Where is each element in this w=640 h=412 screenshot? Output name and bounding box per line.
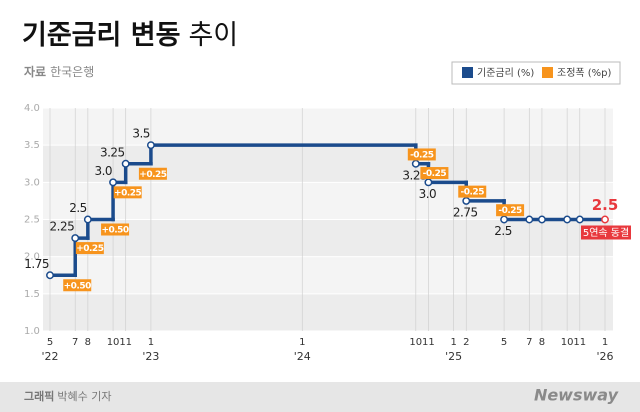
year-label: '22	[41, 350, 58, 363]
value-label: 2.5	[69, 201, 87, 215]
value-label: 2.25	[50, 220, 75, 234]
y-tick-label: 3.0	[24, 177, 40, 188]
adjustment-badge	[138, 167, 167, 180]
adjustment-badge	[496, 204, 525, 217]
point	[71, 234, 80, 243]
source: 자료 한국은행	[24, 64, 94, 79]
band	[43, 219, 613, 257]
annotation: 5연속 동결	[583, 227, 629, 239]
adjustment-badge	[407, 148, 436, 161]
point	[146, 141, 155, 150]
x-tick-label: 10	[409, 337, 422, 348]
point	[121, 159, 130, 168]
x-tick-label: 8	[85, 337, 91, 348]
title-suffix: 추이	[188, 20, 238, 51]
chart-title: 기준금리 변동 추이	[22, 20, 238, 51]
legend-label: 조정폭 (%p)	[557, 67, 612, 79]
credit-label: 그래픽	[24, 389, 54, 403]
y-tick-label: 2.0	[24, 252, 40, 263]
point	[575, 215, 584, 224]
annotation-badge	[581, 225, 631, 240]
point	[525, 215, 534, 224]
footer-bg	[0, 382, 640, 412]
value-label: 3.25	[100, 145, 125, 159]
point	[46, 271, 54, 280]
x-tick-label: 11	[119, 337, 132, 348]
x-tick-label: 8	[539, 337, 545, 348]
legend-label: 기준금리 (%)	[477, 67, 534, 79]
y-tick-label: 1.5	[24, 289, 40, 300]
x-tick-label: 7	[72, 337, 78, 348]
credit-name: 박혜수 기자	[57, 390, 111, 403]
x-tick-label: 2	[463, 337, 469, 348]
value-label: 3.0	[419, 187, 437, 201]
adjustment-label: +0.50	[64, 281, 91, 291]
point	[411, 159, 420, 168]
adjustment-label: -0.25	[461, 188, 485, 198]
point	[424, 178, 433, 187]
x-tick-label: 1	[602, 337, 608, 348]
band	[43, 256, 613, 294]
adjustment-badge	[101, 223, 130, 236]
adjustment-label: +0.50	[101, 226, 128, 236]
point	[462, 196, 471, 205]
adjustment-label: -0.25	[423, 169, 447, 179]
x-tick-label: 11	[573, 337, 586, 348]
x-tick-label: 5	[501, 337, 507, 348]
value-label: 2.75	[453, 205, 478, 219]
value-label: 3.0	[94, 164, 112, 178]
adjustment-label: +0.25	[76, 244, 103, 254]
x-tick-label: 10	[561, 337, 574, 348]
x-tick-label: 7	[526, 337, 532, 348]
brand: Newsway	[534, 386, 619, 405]
adjustment-badge	[420, 167, 449, 180]
adjustment-label: -0.25	[498, 206, 522, 216]
point	[601, 215, 609, 224]
legend-swatch	[462, 67, 473, 78]
legend-box	[451, 61, 621, 85]
year-label: '24	[294, 350, 311, 363]
x-tick-label: 10	[107, 337, 120, 348]
band	[43, 293, 613, 331]
adjustment-label: -0.25	[410, 150, 434, 160]
value-label: 3.5	[132, 127, 150, 141]
source-label: 자료	[24, 64, 46, 79]
y-tick-label: 1.0	[24, 326, 40, 337]
adjustment-label: +0.25	[114, 188, 141, 198]
year-label: '25	[445, 350, 462, 363]
x-tick-label: 1	[299, 337, 305, 348]
x-tick-label: 5	[47, 337, 53, 348]
point	[83, 215, 92, 224]
value-label-highlight: 2.5	[592, 196, 619, 214]
credit: 그래픽 박혜수 기자	[24, 389, 111, 403]
adjustment-label: +0.25	[139, 170, 166, 180]
point	[109, 178, 118, 187]
y-tick-label: 4.0	[24, 103, 40, 114]
adjustment-badge	[63, 279, 92, 292]
legend-swatch	[542, 67, 553, 78]
y-tick-label: 3.5	[24, 140, 40, 151]
year-label: '23	[142, 350, 159, 363]
y-tick-label: 2.5	[24, 215, 40, 226]
x-tick-label: 11	[422, 337, 435, 348]
title-main: 기준금리 변동	[22, 20, 180, 51]
year-label: '26	[596, 350, 613, 363]
band	[43, 108, 613, 146]
point	[500, 215, 509, 224]
source-text: 한국은행	[50, 64, 94, 79]
x-tick-label: 1	[450, 337, 456, 348]
point	[563, 215, 572, 224]
adjustment-badge	[75, 242, 104, 255]
adjustment-badge	[113, 186, 142, 199]
adjustment-badge	[458, 185, 487, 198]
x-tick-label: 1	[148, 337, 154, 348]
value-label: 1.75	[24, 257, 49, 271]
point	[537, 215, 546, 224]
value-label: 2.5	[494, 224, 512, 238]
